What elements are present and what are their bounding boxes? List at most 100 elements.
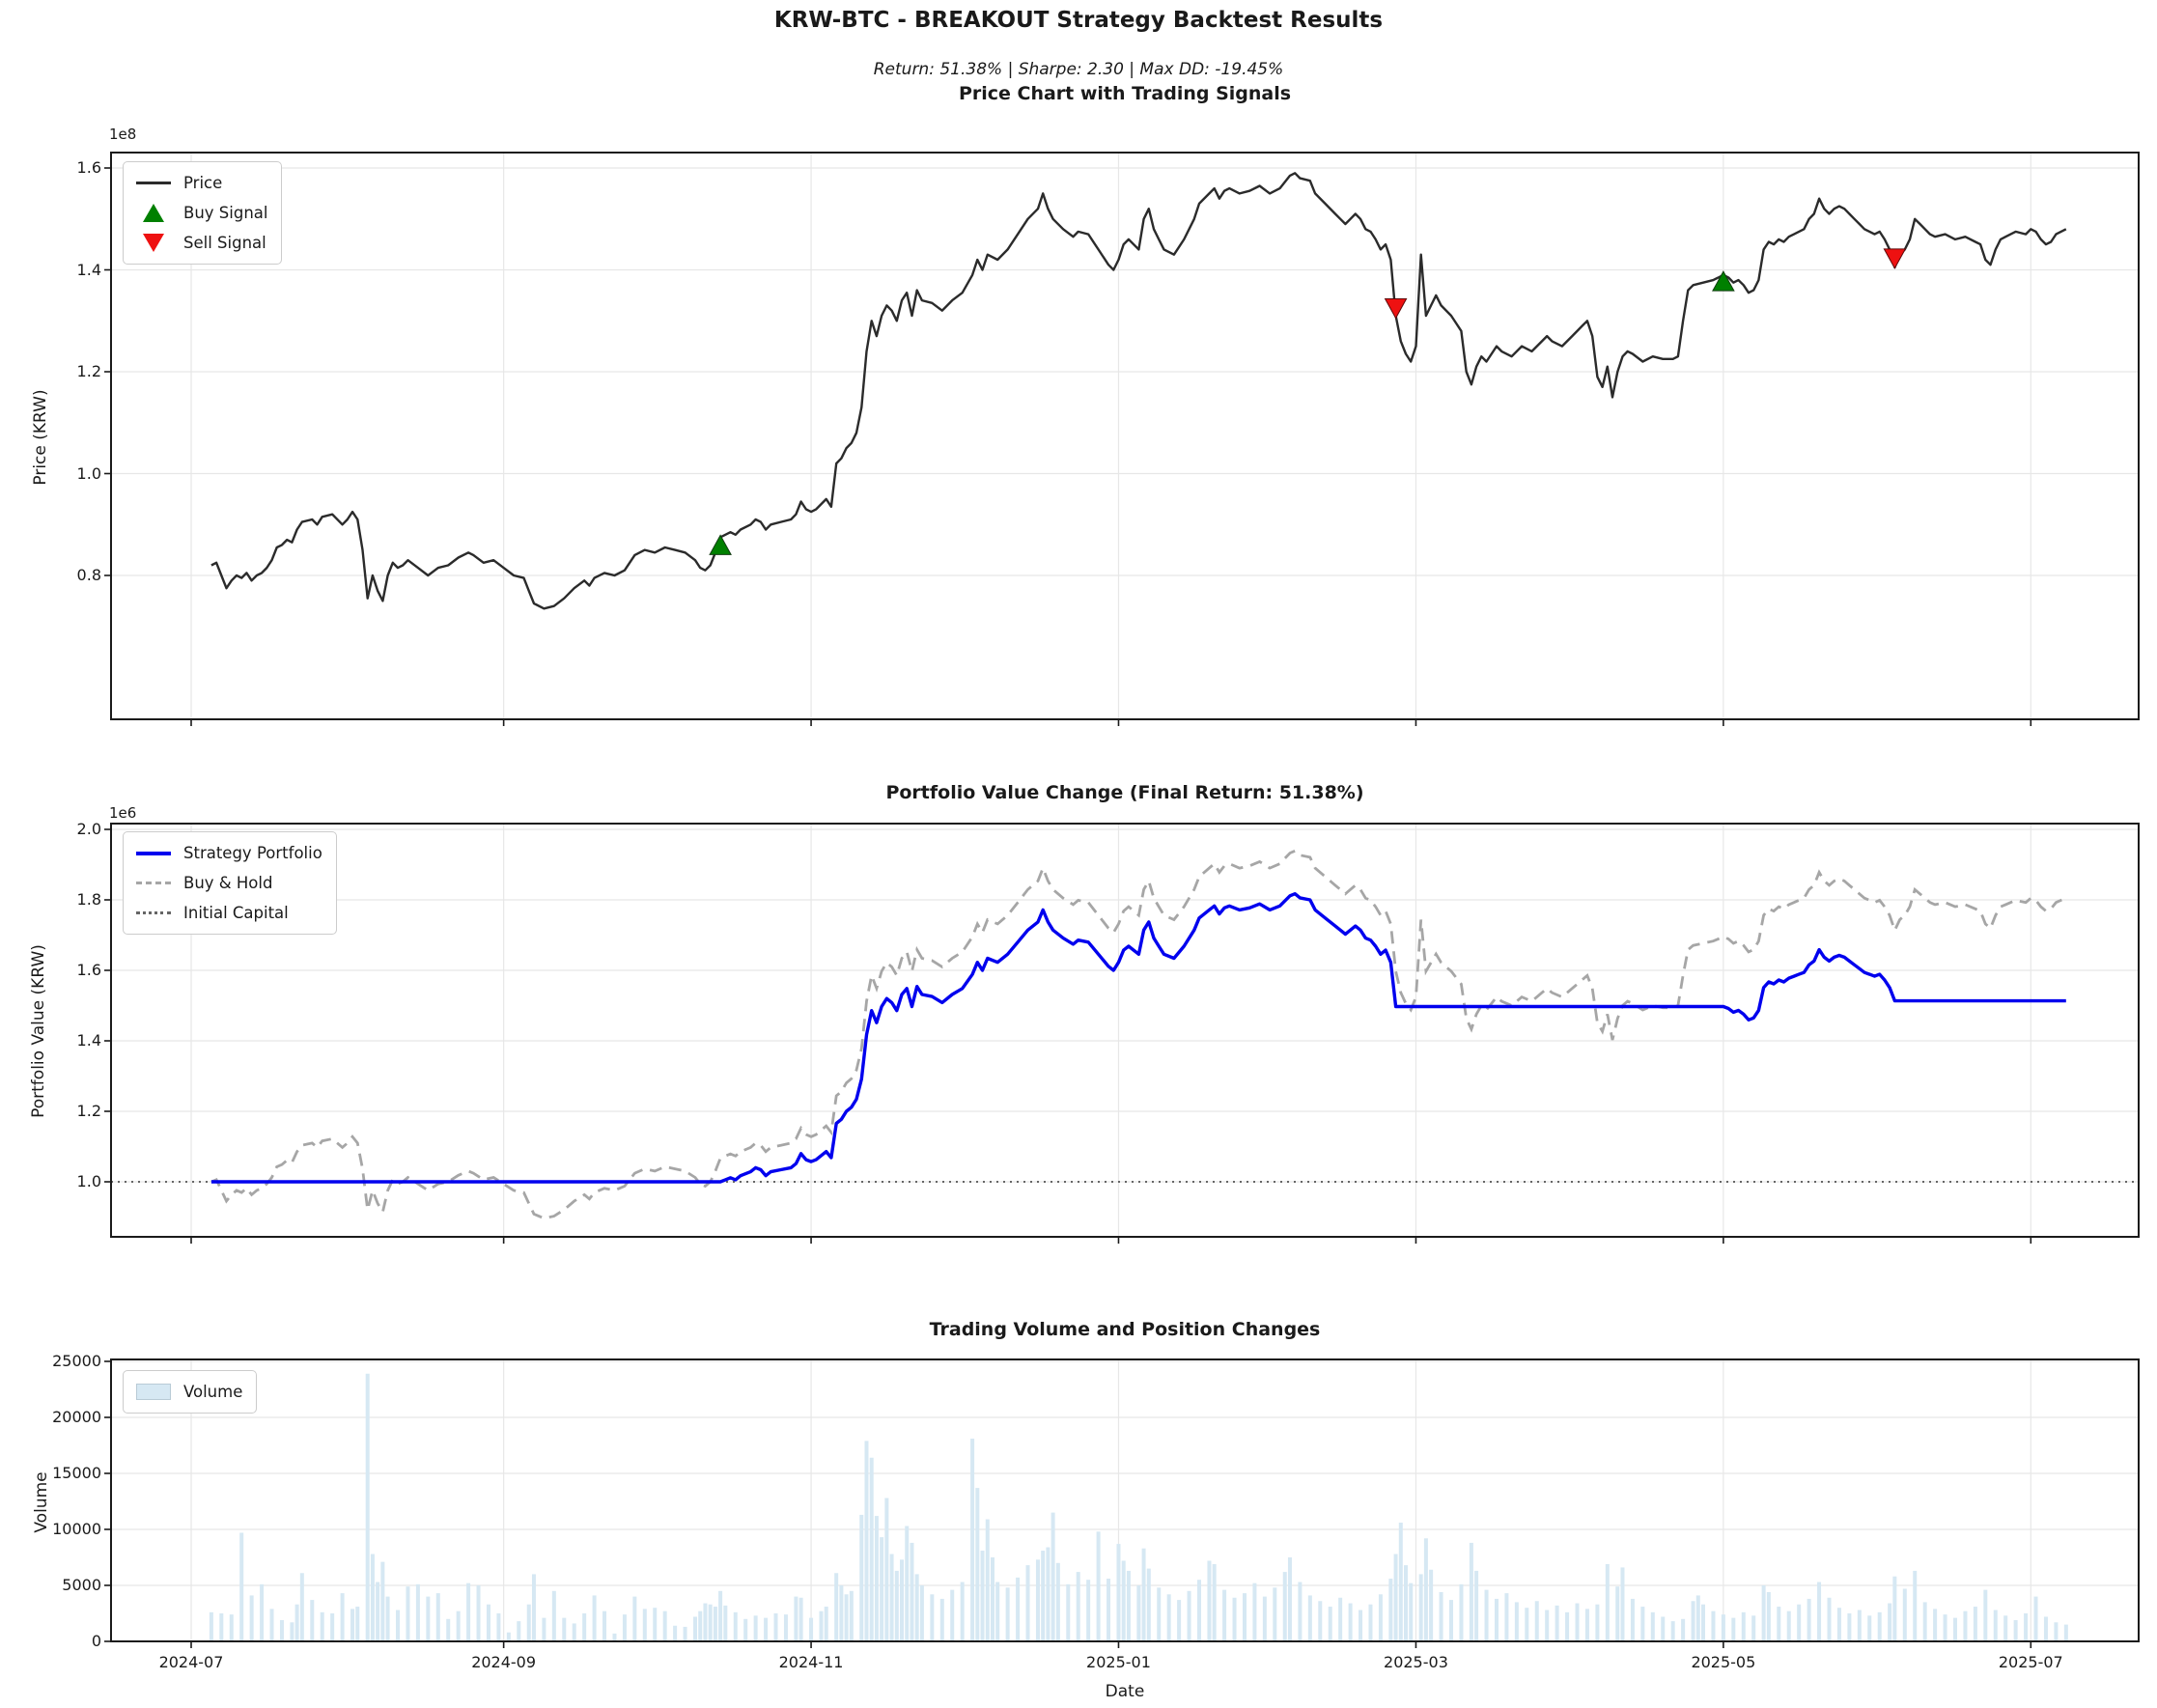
volume-bar [708, 1604, 713, 1641]
volume-bar [1076, 1572, 1080, 1641]
volume-bar [1025, 1565, 1030, 1641]
volume-bar [1398, 1523, 1403, 1641]
volume-bar [889, 1554, 894, 1641]
volume-bar [1827, 1597, 1832, 1641]
volume-bar [698, 1610, 703, 1641]
strategy-line [210, 892, 2066, 1184]
volume-bar [355, 1607, 360, 1641]
volume-bar [980, 1551, 985, 1641]
volume-bar [385, 1596, 390, 1641]
volume-bar [844, 1594, 849, 1641]
y-tick-label: 5000 [62, 1576, 101, 1594]
volume-bar [1041, 1551, 1046, 1641]
volume-bar [239, 1532, 244, 1641]
volume-bar [294, 1604, 299, 1641]
volume-bar [476, 1585, 481, 1641]
y-tick-label: 0 [91, 1632, 101, 1650]
volume-bar [1857, 1610, 1862, 1641]
volume-bar [1847, 1613, 1852, 1641]
volume-bar [542, 1617, 546, 1641]
y-tick-label: 1.0 [76, 463, 101, 483]
volume-bar [1328, 1607, 1332, 1641]
volume-bar [1963, 1610, 1968, 1641]
volume-bar [914, 1574, 919, 1641]
y-tick-label: 1.6 [76, 961, 101, 979]
price-line-swatch [136, 182, 171, 184]
figure-title: KRW-BTC - BREAKOUT Strategy Backtest Res… [773, 8, 1384, 33]
volume-bar [1262, 1596, 1267, 1641]
volume-bar [1459, 1583, 1464, 1641]
volume-bar [1786, 1610, 1791, 1641]
volume-bar [1494, 1598, 1499, 1641]
volume-bar [985, 1519, 990, 1641]
volume-bar [219, 1613, 224, 1641]
volume-bar [1318, 1601, 1323, 1641]
volume-bar [466, 1582, 471, 1641]
volume-bar [683, 1626, 687, 1641]
volume-bar [1620, 1567, 1625, 1641]
volume-bar [1107, 1579, 1111, 1641]
volume-bar [1005, 1587, 1010, 1641]
volume-bar [1187, 1590, 1191, 1641]
volume-bar [1504, 1593, 1509, 1641]
y-tick-label: 0.8 [76, 566, 101, 584]
volume-bar [592, 1595, 597, 1641]
volume-bar [1575, 1603, 1580, 1641]
volume-bar [370, 1554, 375, 1641]
volume-bar [2054, 1622, 2059, 1641]
volume-bar [995, 1582, 1000, 1641]
volume-bar [1751, 1615, 1756, 1641]
portfolio-legend: Strategy Portfolio Buy & Hold Initial Capi… [123, 831, 337, 935]
volume-bar [1933, 1609, 1938, 1641]
volume-bar [1474, 1570, 1479, 1641]
volume-bar [960, 1582, 965, 1641]
volume-bar [950, 1589, 955, 1641]
volume-bar [1368, 1604, 1373, 1641]
volume-bar [1086, 1580, 1091, 1641]
volume-bar [864, 1441, 869, 1641]
volume-bar [1348, 1603, 1353, 1641]
volume-bar [1307, 1595, 1312, 1641]
y-tick-label: 1.0 [76, 1172, 101, 1190]
volume-bar [396, 1610, 401, 1641]
volume-bar [310, 1600, 315, 1641]
y-tick-label: 25000 [52, 1352, 101, 1370]
x-tick-label: 2025-05 [1691, 1653, 1756, 1671]
volume-bar [1807, 1598, 1811, 1641]
volume-bar [1197, 1580, 1201, 1641]
volume-bar [1096, 1531, 1101, 1641]
volume-legend: Volume [123, 1370, 258, 1414]
volume-bar [1016, 1577, 1021, 1641]
volume-bar [1166, 1594, 1171, 1641]
volume-bar [723, 1605, 728, 1641]
volume-bar [798, 1597, 803, 1641]
y-tick-label: 1.4 [76, 1031, 101, 1050]
volume-bar [1338, 1597, 1343, 1641]
volume-bar [869, 1457, 874, 1641]
volume-bar [1701, 1604, 1705, 1641]
legend-item: Initial Capital [133, 898, 322, 928]
volume-bar [376, 1582, 380, 1641]
volume-bar [551, 1590, 556, 1641]
volume-bar [1439, 1591, 1443, 1641]
figure-subtitle: Return: 51.38% | Sharpe: 2.30 | Max DD: … [873, 60, 1284, 79]
volume-bar [703, 1603, 708, 1641]
volume-bar [642, 1609, 647, 1641]
x-tick-label: 2024-09 [471, 1653, 537, 1671]
volume-bar [919, 1585, 924, 1641]
legend-label: Volume [183, 1383, 243, 1401]
volume-bar [1429, 1569, 1434, 1641]
volume-bar [1922, 1602, 1927, 1641]
volume-bar [1670, 1621, 1675, 1641]
volume-bar [880, 1537, 884, 1641]
volume-bar [1146, 1568, 1151, 1641]
volume-bar [269, 1609, 274, 1641]
legend-label: Buy Signal [183, 204, 268, 222]
price-line [210, 172, 2067, 610]
volume-bar [1469, 1542, 1473, 1641]
volume-bar [1050, 1512, 1055, 1641]
price-legend: Price Buy Signal Sell Signal [123, 161, 283, 265]
xaxis-label: Date [1105, 1682, 1145, 1701]
volume-bar [486, 1604, 490, 1641]
